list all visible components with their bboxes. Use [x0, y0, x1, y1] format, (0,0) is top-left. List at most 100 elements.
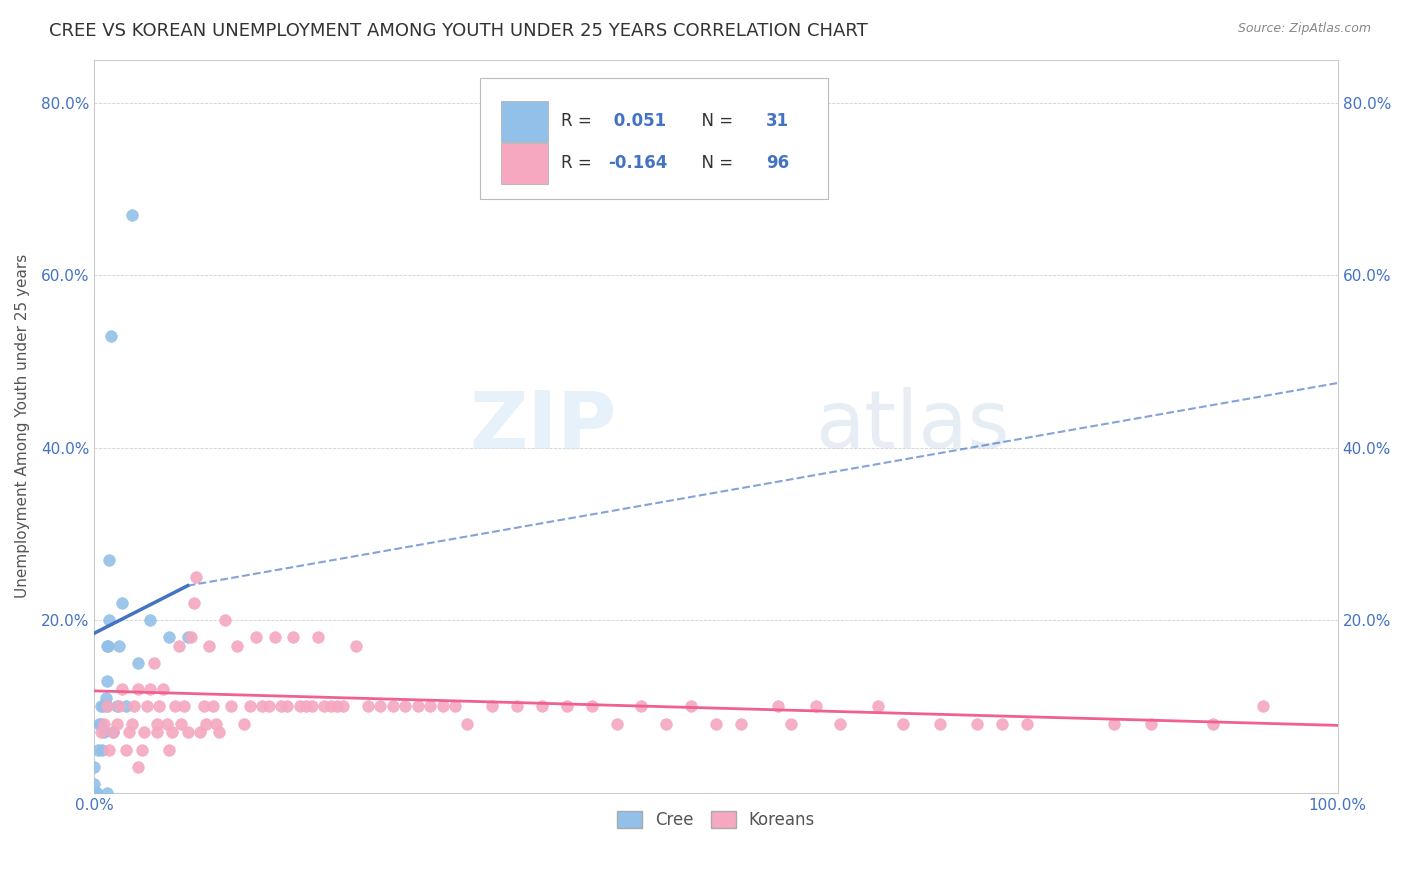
- Point: [357, 699, 380, 714]
- Point: [183, 596, 205, 610]
- Point: [83, 760, 105, 774]
- Point: [87, 742, 110, 756]
- Point: [90, 699, 112, 714]
- Point: [111, 596, 134, 610]
- Text: Source: ZipAtlas.com: Source: ZipAtlas.com: [1237, 22, 1371, 36]
- Point: [201, 699, 224, 714]
- Bar: [501, 144, 548, 184]
- Point: [94, 690, 117, 705]
- Point: [98, 553, 121, 567]
- Point: [84, 786, 107, 800]
- Point: [108, 699, 131, 714]
- Point: [90, 725, 112, 739]
- Point: [630, 699, 652, 714]
- Point: [1140, 716, 1163, 731]
- Point: [301, 699, 323, 714]
- Point: [108, 639, 131, 653]
- Legend: Cree, Koreans: Cree, Koreans: [610, 804, 821, 836]
- Point: [928, 716, 950, 731]
- Point: [188, 725, 211, 739]
- Point: [127, 657, 149, 671]
- Point: [101, 725, 124, 739]
- Point: [704, 716, 727, 731]
- Point: [481, 699, 503, 714]
- Text: 31: 31: [766, 112, 789, 130]
- Point: [766, 699, 789, 714]
- Point: [180, 631, 202, 645]
- Point: [606, 716, 628, 731]
- Point: [419, 699, 441, 714]
- Point: [165, 699, 187, 714]
- Point: [581, 699, 603, 714]
- Point: [152, 682, 174, 697]
- Point: [288, 699, 311, 714]
- Point: [160, 725, 183, 739]
- Point: [381, 699, 404, 714]
- Point: [148, 699, 170, 714]
- Point: [891, 716, 914, 731]
- Point: [177, 631, 200, 645]
- Point: [170, 716, 193, 731]
- Point: [173, 699, 195, 714]
- Point: [121, 716, 143, 731]
- Point: [96, 639, 118, 653]
- Y-axis label: Unemployment Among Youth under 25 years: Unemployment Among Youth under 25 years: [15, 254, 30, 599]
- Point: [96, 699, 118, 714]
- Point: [127, 760, 149, 774]
- Point: [655, 716, 678, 731]
- Point: [96, 699, 118, 714]
- Point: [135, 699, 157, 714]
- Point: [319, 699, 342, 714]
- Point: [98, 742, 121, 756]
- Point: [205, 716, 228, 731]
- Point: [506, 699, 529, 714]
- Point: [93, 725, 115, 739]
- Point: [111, 682, 134, 697]
- Point: [1251, 699, 1274, 714]
- Text: -0.164: -0.164: [607, 154, 668, 172]
- Point: [208, 725, 231, 739]
- Text: 0.051: 0.051: [607, 112, 666, 130]
- Point: [245, 631, 267, 645]
- Point: [295, 699, 318, 714]
- Point: [730, 716, 752, 731]
- Point: [432, 699, 454, 714]
- FancyBboxPatch shape: [479, 78, 828, 199]
- Point: [326, 699, 349, 714]
- Point: [283, 631, 305, 645]
- Point: [105, 716, 128, 731]
- Point: [966, 716, 988, 731]
- Point: [394, 699, 416, 714]
- Point: [90, 742, 112, 756]
- Point: [804, 699, 827, 714]
- Text: R =: R =: [561, 112, 596, 130]
- Point: [167, 639, 190, 653]
- Point: [214, 613, 236, 627]
- Point: [131, 742, 153, 756]
- Text: N =: N =: [692, 112, 738, 130]
- Point: [186, 570, 208, 584]
- Point: [866, 699, 889, 714]
- Point: [155, 716, 177, 731]
- Point: [98, 613, 121, 627]
- Point: [157, 742, 180, 756]
- Point: [122, 699, 145, 714]
- Point: [555, 699, 578, 714]
- Point: [118, 725, 141, 739]
- Point: [86, 786, 108, 800]
- Point: [344, 639, 367, 653]
- Point: [276, 699, 298, 714]
- Point: [332, 699, 354, 714]
- Text: atlas: atlas: [815, 387, 1010, 465]
- Point: [114, 699, 136, 714]
- Text: CREE VS KOREAN UNEMPLOYMENT AMONG YOUTH UNDER 25 YEARS CORRELATION CHART: CREE VS KOREAN UNEMPLOYMENT AMONG YOUTH …: [49, 22, 868, 40]
- Point: [114, 742, 136, 756]
- Point: [370, 699, 392, 714]
- Point: [145, 725, 167, 739]
- Point: [139, 682, 162, 697]
- Point: [779, 716, 801, 731]
- Text: N =: N =: [692, 154, 738, 172]
- Point: [257, 699, 280, 714]
- Point: [134, 725, 156, 739]
- Point: [681, 699, 703, 714]
